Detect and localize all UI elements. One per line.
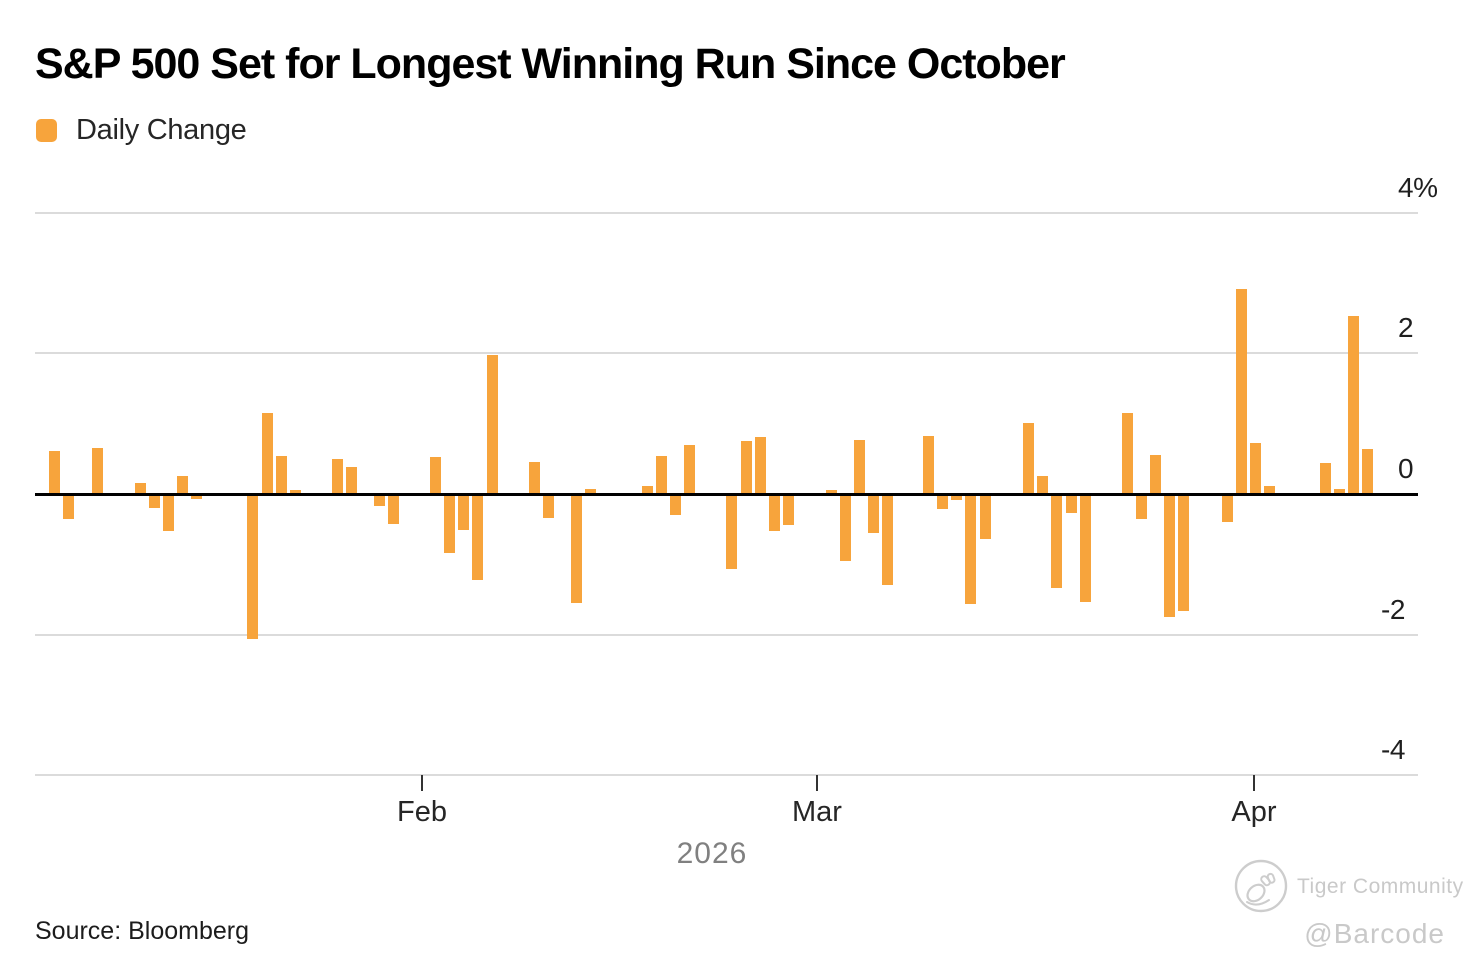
gridline — [35, 774, 1418, 777]
daily-change-bar — [937, 494, 948, 509]
legend-label: Daily Change — [76, 114, 247, 146]
daily-change-bar — [585, 489, 596, 494]
zero-line — [35, 492, 1418, 496]
daily-change-bar — [444, 494, 455, 554]
daily-change-bar — [1320, 463, 1331, 494]
daily-change-bar — [430, 457, 441, 494]
daily-change-bar — [826, 490, 837, 494]
daily-change-bar — [177, 475, 188, 494]
y-axis-label: 2 — [1398, 312, 1414, 344]
daily-change-bar — [1066, 494, 1077, 513]
daily-change-bar — [642, 486, 653, 494]
daily-change-bar — [670, 494, 681, 516]
daily-change-bar — [1122, 413, 1133, 494]
source-caption: Source: Bloomberg — [35, 917, 250, 945]
daily-change-bar — [1080, 494, 1091, 602]
daily-change-bar — [726, 494, 737, 570]
daily-change-bar — [92, 448, 103, 494]
daily-change-bar — [374, 494, 385, 506]
y-axis-label: 0 — [1398, 453, 1414, 484]
daily-change-bar — [769, 494, 780, 532]
daily-change-bar — [472, 494, 483, 581]
daily-change-bar — [1250, 443, 1261, 494]
x-axis-month-label: Mar — [792, 796, 842, 828]
daily-change-bar — [276, 456, 287, 494]
daily-change-bar — [1037, 476, 1048, 494]
daily-change-bar — [1348, 316, 1359, 494]
watermark-handle-label: @Barcode — [1304, 918, 1445, 949]
legend: Daily Change — [36, 114, 247, 147]
daily-change-bar — [149, 494, 160, 509]
daily-change-bar — [290, 490, 301, 494]
daily-change-bar — [980, 494, 991, 539]
daily-change-bar — [458, 494, 469, 530]
x-axis-month-label: Feb — [397, 796, 447, 828]
daily-change-bar — [965, 494, 976, 604]
daily-change-bar — [1222, 494, 1233, 523]
daily-change-bar — [1164, 494, 1175, 618]
daily-change-bar — [951, 494, 962, 500]
daily-change-bar — [1362, 449, 1373, 494]
daily-change-bar — [49, 451, 60, 494]
gridline — [35, 352, 1418, 355]
x-axis-tick — [1253, 775, 1255, 791]
daily-change-bar — [923, 435, 934, 494]
daily-change-bar — [388, 494, 399, 524]
daily-change-bar — [1264, 485, 1275, 494]
daily-change-bar — [1023, 422, 1034, 494]
legend-swatch-icon — [36, 119, 57, 142]
y-axis-label: -2 — [1381, 593, 1405, 625]
daily-change-bar — [854, 439, 865, 494]
chart-title: S&P 500 Set for Longest Winning Run Sinc… — [35, 40, 1066, 88]
daily-change-bar — [332, 458, 343, 494]
daily-change-bar — [529, 462, 540, 494]
daily-change-bar — [1236, 288, 1247, 494]
daily-change-bar — [1150, 455, 1161, 494]
daily-change-bar — [487, 354, 498, 494]
gridline — [35, 211, 1418, 214]
daily-change-bar — [755, 437, 766, 494]
daily-change-bar — [684, 445, 695, 494]
daily-change-bar — [840, 494, 851, 562]
y-axis-label: -4 — [1381, 734, 1405, 766]
daily-change-bar — [262, 413, 273, 494]
x-axis-tick — [421, 775, 423, 791]
daily-change-bar — [656, 456, 667, 494]
daily-change-bar — [1136, 494, 1147, 519]
daily-change-bar — [63, 494, 74, 520]
gridline — [35, 633, 1418, 636]
y-axis-label: 4% — [1398, 171, 1438, 203]
x-axis-year-label: 2026 — [676, 837, 748, 870]
daily-change-bar — [1178, 494, 1189, 612]
daily-change-bar — [571, 494, 582, 603]
daily-change-bar — [1051, 494, 1062, 589]
daily-change-bar — [543, 494, 554, 518]
watermark-community-label: Tiger Community — [1297, 875, 1464, 898]
daily-change-bar — [741, 440, 752, 494]
daily-change-bar — [868, 494, 879, 534]
tiger-paw-icon — [1233, 858, 1289, 919]
daily-change-bar — [247, 494, 258, 639]
x-axis-month-label: Apr — [1231, 796, 1277, 828]
daily-change-bar — [163, 494, 174, 532]
x-axis-tick — [816, 775, 818, 791]
daily-change-bar — [346, 466, 357, 494]
daily-change-bar — [1334, 489, 1345, 494]
daily-change-bar — [882, 494, 893, 586]
daily-change-bar — [135, 483, 146, 494]
daily-change-bar — [783, 494, 794, 525]
daily-change-bar — [191, 494, 202, 499]
